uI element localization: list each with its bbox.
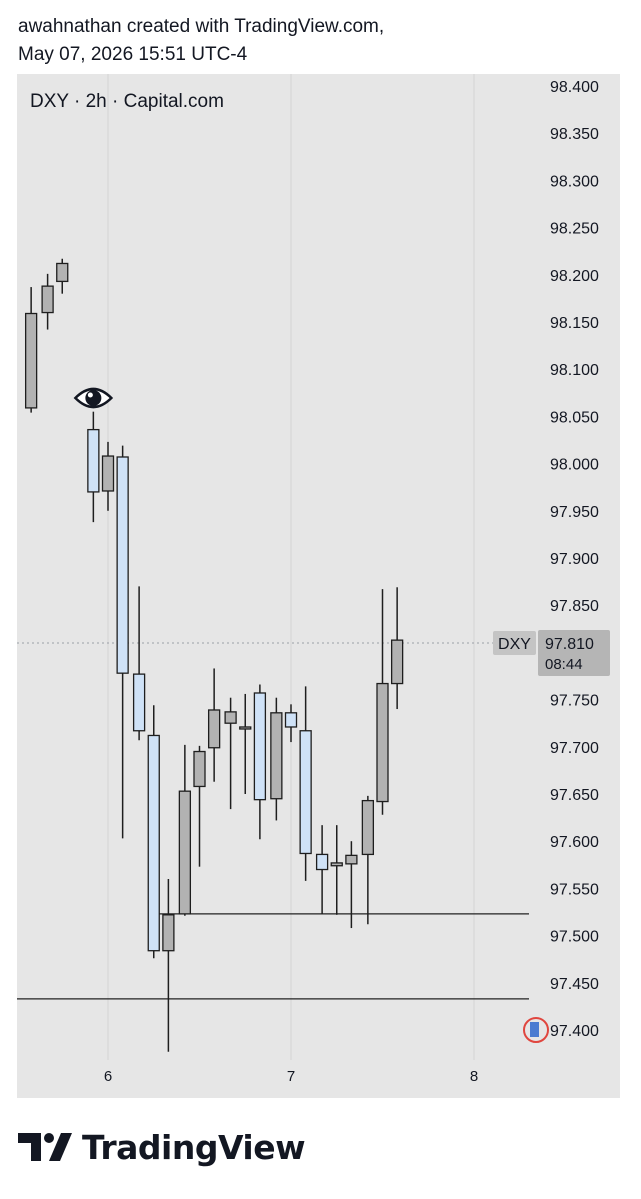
tradingview-logo-icon xyxy=(18,1132,72,1161)
y-tick-label: 98.400 xyxy=(550,79,599,96)
candle[interactable] xyxy=(56,258,69,294)
y-tick-label: 97.450 xyxy=(550,976,599,993)
candle-body xyxy=(207,709,221,749)
candle[interactable] xyxy=(147,705,160,959)
y-tick-label: 97.400 xyxy=(550,1023,599,1040)
flag-ring xyxy=(523,1017,549,1043)
chart-title: DXY · 2h · Capital.com xyxy=(30,91,224,112)
eye-highlight xyxy=(87,392,93,398)
candle[interactable] xyxy=(299,686,312,881)
y-tick-label: 97.950 xyxy=(550,504,599,521)
attribution-text: awahnathan created with TradingView.com, xyxy=(18,16,385,37)
candle-body xyxy=(24,312,38,409)
candle-body xyxy=(315,853,329,871)
candle[interactable] xyxy=(162,878,175,1052)
symbol-label-box xyxy=(493,630,536,655)
y-tick-label: 97.500 xyxy=(550,929,599,946)
candle[interactable] xyxy=(24,287,38,413)
y-tick-label: 98.050 xyxy=(550,409,599,426)
candle[interactable] xyxy=(345,841,358,929)
candle-body xyxy=(87,428,100,493)
y-tick-label: 97.850 xyxy=(550,598,599,615)
candle-body xyxy=(270,712,283,800)
candle-body xyxy=(299,730,312,855)
candle-body xyxy=(330,862,343,867)
symbol-label: DXY xyxy=(498,636,531,653)
candle-body xyxy=(239,726,252,730)
y-tick-label: 98.200 xyxy=(550,268,599,285)
x-tick-label: 8 xyxy=(470,1068,478,1085)
candle[interactable] xyxy=(224,697,237,810)
candle[interactable] xyxy=(132,586,146,741)
tradingview-logo[interactable]: TradingView xyxy=(18,1128,306,1167)
candle-body xyxy=(376,682,389,803)
candle-body xyxy=(162,914,175,952)
candle[interactable] xyxy=(41,273,54,330)
y-tick-label: 98.000 xyxy=(550,457,599,474)
y-tick-label: 98.150 xyxy=(550,315,599,332)
candle[interactable] xyxy=(284,704,298,743)
candle-body xyxy=(178,790,192,915)
candle[interactable] xyxy=(193,745,206,867)
eye-icon[interactable] xyxy=(73,387,114,409)
candle[interactable] xyxy=(239,693,252,794)
candle-body xyxy=(284,712,298,728)
y-tick-label: 97.550 xyxy=(550,881,599,898)
candle[interactable] xyxy=(253,684,267,840)
candle-body xyxy=(193,750,206,788)
tradingview-brand-text: TradingView xyxy=(82,1128,306,1167)
candle[interactable] xyxy=(178,744,192,916)
candle-body xyxy=(132,673,146,732)
candle-body xyxy=(147,734,160,952)
candle-body xyxy=(361,799,375,856)
x-tick-label: 6 xyxy=(104,1068,112,1085)
y-tick-label: 97.750 xyxy=(550,693,599,710)
time-scale[interactable]: 6 7 8 xyxy=(104,1068,478,1085)
y-tick-label: 97.650 xyxy=(550,787,599,804)
candle[interactable] xyxy=(315,825,329,914)
x-tick-label: 7 xyxy=(287,1068,295,1085)
candle-body xyxy=(224,711,237,724)
y-tick-label: 97.900 xyxy=(550,551,599,568)
price-scale[interactable]: 98.400 98.350 98.300 98.250 98.200 98.150 98.1… xyxy=(550,79,599,1040)
y-tick-label: 98.100 xyxy=(550,362,599,379)
candle-body xyxy=(101,455,115,492)
candle[interactable] xyxy=(376,589,389,815)
candle[interactable] xyxy=(101,441,115,511)
y-tick-label: 97.700 xyxy=(550,740,599,757)
chart-background xyxy=(17,74,620,1098)
candle-body xyxy=(345,854,358,865)
candle-body xyxy=(390,639,404,685)
grid xyxy=(107,74,475,1060)
candle[interactable] xyxy=(361,795,375,925)
price-labels: 97.810 08:44 DXY xyxy=(493,629,610,676)
candles xyxy=(24,258,404,1052)
y-tick-label: 98.300 xyxy=(550,173,599,190)
candle[interactable] xyxy=(390,587,404,710)
candle-body xyxy=(56,262,69,283)
flag-body xyxy=(530,1022,539,1037)
y-tick-label: 98.250 xyxy=(550,221,599,238)
candle[interactable] xyxy=(87,411,100,523)
y-tick-label: 97.600 xyxy=(550,834,599,851)
y-tick-label: 98.350 xyxy=(550,126,599,143)
current-price-value: 97.810 xyxy=(545,636,594,653)
candle[interactable] xyxy=(270,697,283,821)
timestamp-text: May 07, 2026 15:51 UTC-4 xyxy=(18,44,248,65)
candle-body xyxy=(41,285,54,314)
current-price-box xyxy=(538,629,610,676)
candle-body xyxy=(253,692,267,801)
flag-icon[interactable] xyxy=(523,1017,549,1043)
eye-pupil xyxy=(85,390,102,406)
candle-body xyxy=(116,456,129,674)
candle[interactable] xyxy=(330,825,343,915)
candle[interactable] xyxy=(116,445,129,839)
countdown-timer: 08:44 xyxy=(545,656,583,673)
horizontal-lines xyxy=(17,642,537,1000)
candle[interactable] xyxy=(207,668,221,782)
